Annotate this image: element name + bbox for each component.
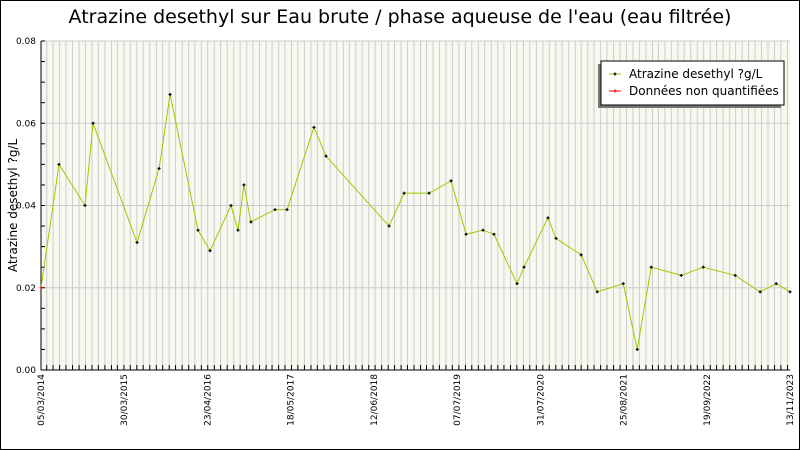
data-point: [621, 282, 625, 286]
data-point: [788, 290, 792, 294]
data-point: [273, 208, 277, 212]
chart-title: Atrazine desethyl sur Eau brute / phase …: [68, 6, 732, 28]
data-point: [758, 290, 762, 294]
data-point: [229, 204, 233, 207]
x-tick-label: 25/08/2021: [620, 374, 630, 426]
data-point: [168, 92, 172, 96]
y-tick-label: 0.04: [16, 202, 36, 212]
data-point: [57, 162, 61, 166]
x-tick-label: 13/11/2023: [786, 374, 796, 426]
legend-label: Données non quantifiées: [629, 84, 779, 98]
legend-label: Atrazine desethyl ?g/L: [629, 67, 763, 81]
data-point: [579, 253, 583, 257]
data-point: [157, 166, 161, 170]
x-tick-label: 19/09/2022: [703, 374, 713, 426]
data-point: [595, 290, 599, 294]
y-axis-label: Atrazine desethyl ?g/L: [6, 139, 20, 273]
data-point: [324, 154, 328, 158]
data-point: [387, 224, 391, 228]
data-point: [208, 249, 212, 253]
x-tick-label: 30/03/2015: [120, 374, 130, 426]
x-tick-label: 18/05/2017: [287, 374, 297, 426]
data-point: [522, 265, 526, 269]
x-tick-label: 31/07/2020: [536, 374, 546, 426]
y-tick-label: 0.08: [16, 37, 36, 47]
data-point: [492, 232, 496, 236]
data-point: [83, 204, 87, 207]
data-point: [546, 216, 550, 220]
x-tick-label: 05/03/2014: [37, 374, 47, 426]
data-point: [312, 125, 316, 129]
data-point: [554, 236, 558, 240]
data-point: [481, 228, 485, 232]
data-point: [464, 232, 468, 236]
data-point: [91, 121, 95, 125]
y-tick-label: 0.02: [16, 284, 36, 294]
data-point: [679, 273, 683, 277]
x-tick-label: 23/04/2016: [203, 374, 213, 426]
y-tick-label: 0.00: [16, 366, 36, 376]
y-tick-label: 0.06: [16, 119, 36, 129]
data-point: [701, 265, 705, 269]
data-point: [285, 208, 289, 212]
data-point: [135, 241, 139, 245]
data-point: [649, 265, 653, 269]
legend-box: [600, 60, 785, 106]
data-point: [774, 282, 778, 286]
data-point: [515, 282, 519, 286]
data-point: [196, 228, 200, 232]
non-quantified-point: [39, 286, 43, 290]
data-point: [427, 191, 431, 195]
data-point: [236, 228, 240, 232]
data-point: [249, 220, 253, 224]
data-point: [402, 191, 406, 195]
data-point: [449, 179, 453, 183]
x-tick-label: 12/06/2018: [370, 374, 380, 426]
data-point: [242, 183, 246, 187]
x-tick-label: 07/07/2019: [453, 374, 463, 426]
data-point: [733, 273, 737, 277]
data-point: [635, 347, 639, 351]
